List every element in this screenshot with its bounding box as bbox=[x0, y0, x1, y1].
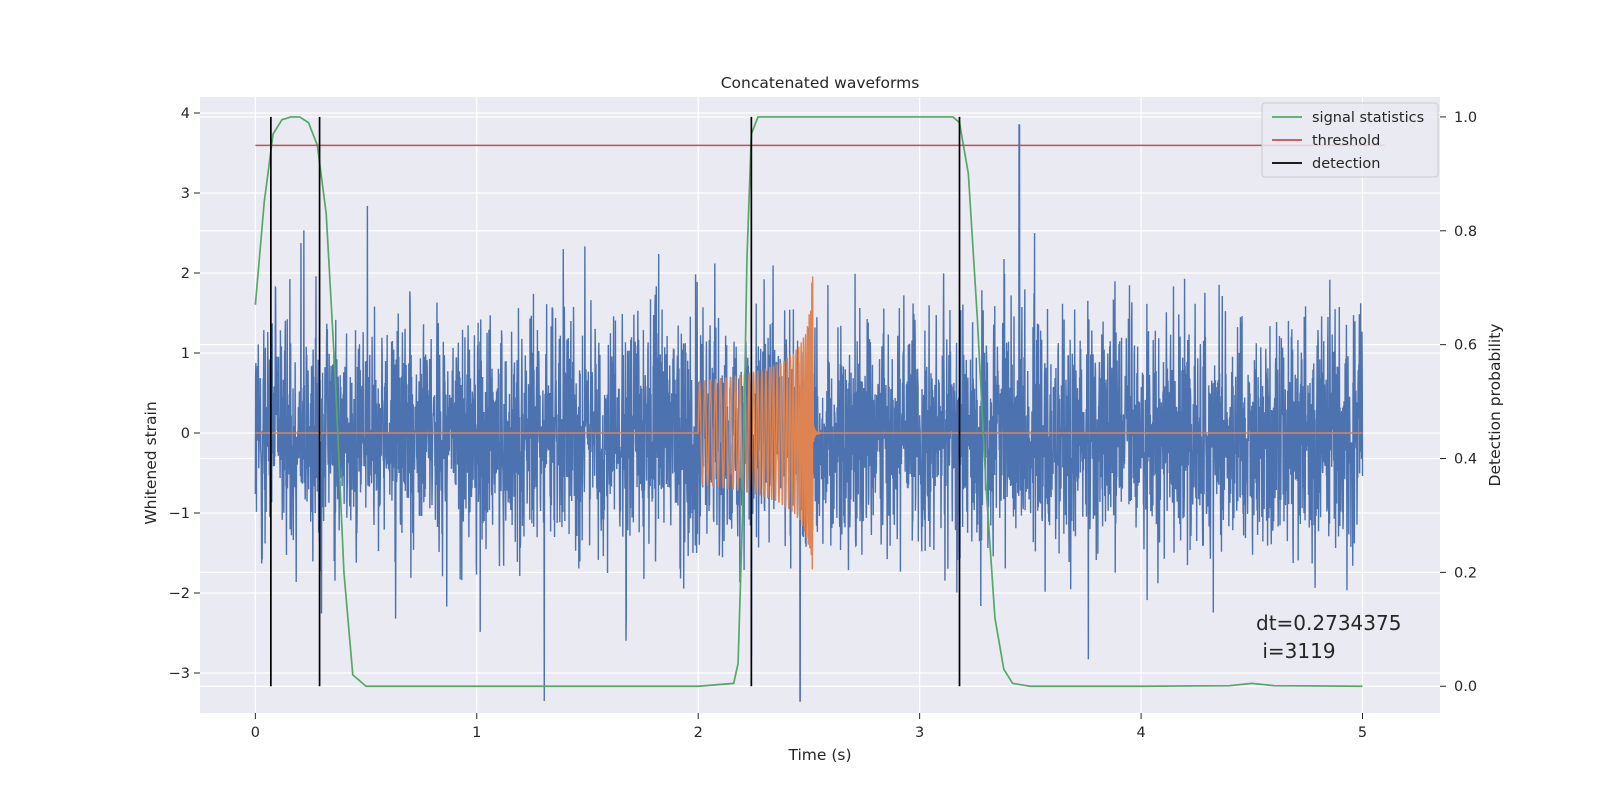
annotation-index: i=3119 bbox=[1256, 639, 1336, 663]
x-tick-label-4: 4 bbox=[1136, 725, 1145, 741]
x-tick-label-5: 5 bbox=[1358, 725, 1367, 741]
y-tick-label-4: 1 bbox=[181, 346, 190, 362]
legend-label-detection: detection bbox=[1312, 156, 1380, 172]
detection-lines bbox=[270, 116, 961, 687]
series-injected-waveform-line bbox=[255, 276, 1363, 570]
y-axis-label-right: Detection probability bbox=[1486, 324, 1504, 487]
chart-title: Concatenated waveforms bbox=[721, 74, 920, 92]
x-tick-label-3: 3 bbox=[915, 725, 924, 741]
left-axis-ticks: −3 −2 −1 0 1 2 3 4 bbox=[169, 106, 200, 682]
legend-label-threshold: threshold bbox=[1312, 133, 1380, 149]
y-right-tick-label-5: 1.0 bbox=[1454, 110, 1477, 126]
y-tick-label-2: −1 bbox=[169, 506, 190, 522]
y-axis-label: Whitened strain bbox=[142, 401, 160, 524]
legend: signal statistics threshold detection bbox=[1261, 102, 1439, 178]
y-right-tick-label-2: 0.4 bbox=[1454, 452, 1477, 468]
bottom-axis-ticks: 0 1 2 3 4 5 bbox=[251, 713, 1367, 741]
x-axis-label: Time (s) bbox=[787, 746, 851, 764]
y-tick-label-5: 2 bbox=[181, 266, 190, 282]
y-tick-label-1: −2 bbox=[169, 586, 190, 602]
series-signal-statistics-line bbox=[254, 116, 1363, 688]
right-axis-ticks: 0.0 0.2 0.4 0.6 0.8 1.0 bbox=[1440, 110, 1477, 695]
plot-content bbox=[254, 116, 1385, 702]
y-right-tick-label-0: 0.0 bbox=[1454, 679, 1477, 695]
y-tick-label-0: −3 bbox=[169, 666, 190, 682]
y-tick-label-3: 0 bbox=[181, 426, 190, 442]
legend-box bbox=[1261, 102, 1439, 178]
y-tick-label-7: 4 bbox=[181, 106, 190, 122]
legend-label-signal-statistics: signal statistics bbox=[1312, 110, 1424, 126]
y-tick-label-6: 3 bbox=[181, 186, 190, 202]
annotation-dt: dt=0.2734375 bbox=[1256, 611, 1401, 635]
x-tick-label-0: 0 bbox=[251, 725, 260, 741]
x-tick-label-1: 1 bbox=[472, 725, 481, 741]
y-right-tick-label-4: 0.8 bbox=[1454, 224, 1477, 240]
y-right-tick-label-3: 0.6 bbox=[1454, 338, 1477, 354]
x-tick-label-2: 2 bbox=[694, 725, 703, 741]
y-right-tick-label-1: 0.2 bbox=[1454, 565, 1477, 581]
